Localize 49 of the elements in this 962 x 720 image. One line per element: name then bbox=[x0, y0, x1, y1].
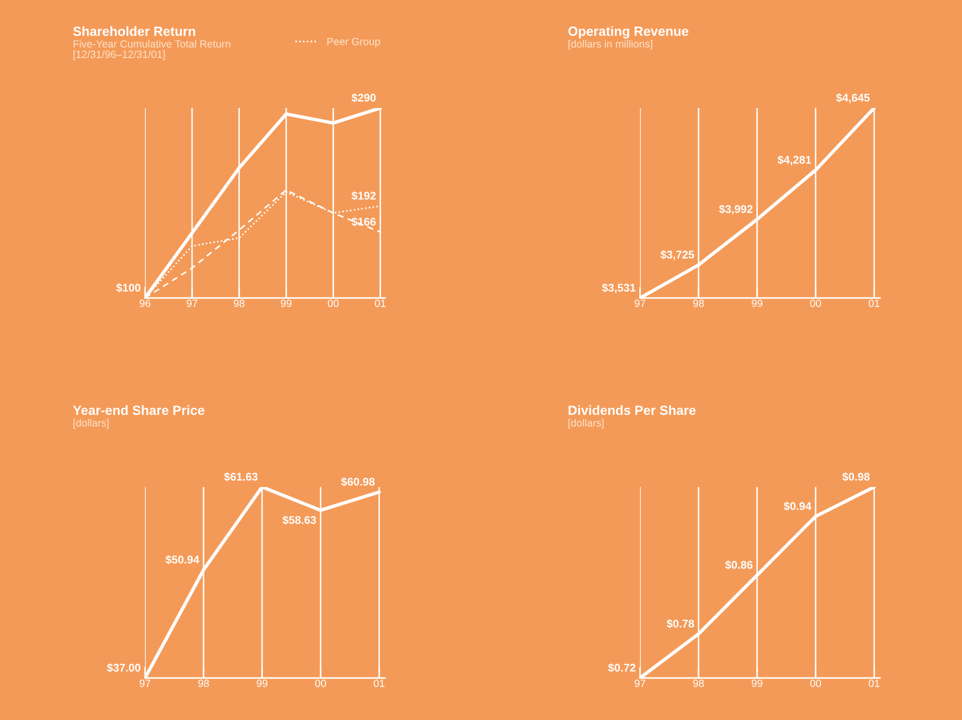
data-label: $0.72 bbox=[608, 663, 636, 672]
x-tick-label: 01 bbox=[868, 300, 880, 308]
x-tick-label: 00 bbox=[810, 300, 821, 308]
x-tick-label: 97 bbox=[140, 680, 150, 688]
data-label: $3,531 bbox=[602, 283, 636, 294]
x-tick-label: 99 bbox=[752, 680, 762, 688]
data-label: $0.98 bbox=[842, 472, 870, 482]
x-tick-label: 98 bbox=[693, 680, 704, 688]
data-label: $3,725 bbox=[660, 250, 694, 260]
data-label: $50.94 bbox=[166, 555, 200, 564]
chart-subtitle: Five-Year Cumulative Total Return [12/31/96–12/31/01] bbox=[74, 40, 230, 60]
chart-title: Shareholder Return bbox=[73, 26, 196, 36]
data-label: $0.86 bbox=[725, 560, 753, 570]
x-tick-label: 99 bbox=[752, 300, 762, 308]
x-tick-label: 97 bbox=[634, 680, 646, 688]
chart-title: Dividends Per Share bbox=[568, 405, 696, 415]
x-tick-label: 97 bbox=[186, 300, 198, 308]
x-tick-label: 98 bbox=[693, 300, 704, 308]
x-tick-label: 98 bbox=[234, 300, 244, 308]
x-tick-label: 00 bbox=[810, 680, 821, 688]
chart-title: Operating Revenue bbox=[568, 26, 688, 39]
chart-subtitle: [dollars in millions] bbox=[568, 40, 652, 50]
data-label: $60.98 bbox=[341, 477, 375, 486]
chart-title: Year-end Share Price bbox=[73, 405, 204, 415]
x-tick-label: 99 bbox=[256, 680, 268, 688]
data-label: $100 bbox=[116, 283, 140, 292]
data-label: $37.00 bbox=[107, 663, 140, 672]
legend-label: Peer Group bbox=[327, 38, 380, 48]
data-label: $290 bbox=[352, 93, 376, 102]
data-label: $192 bbox=[352, 191, 376, 200]
x-tick-label: 01 bbox=[868, 680, 880, 688]
x-tick-label: 01 bbox=[374, 300, 386, 308]
data-label: $4,645 bbox=[836, 93, 870, 104]
chart-subtitle: [dollars] bbox=[74, 418, 109, 429]
data-label: $0.78 bbox=[666, 619, 694, 628]
data-label: $4,281 bbox=[778, 155, 812, 166]
x-tick-label: 99 bbox=[280, 300, 292, 308]
data-label: $0.94 bbox=[784, 502, 812, 511]
x-tick-label: 01 bbox=[374, 680, 384, 688]
chart-subtitle: [dollars] bbox=[568, 418, 604, 429]
data-label: $58.63 bbox=[282, 516, 316, 525]
data-label: $166 bbox=[352, 217, 376, 226]
x-tick-label: 98 bbox=[198, 680, 209, 688]
x-tick-label: 00 bbox=[328, 300, 339, 308]
data-label: $61.63 bbox=[224, 472, 258, 482]
x-tick-label: 00 bbox=[315, 680, 326, 688]
x-tick-label: 97 bbox=[634, 300, 646, 308]
x-tick-label: 96 bbox=[140, 300, 150, 308]
data-label: $3,992 bbox=[719, 204, 752, 215]
